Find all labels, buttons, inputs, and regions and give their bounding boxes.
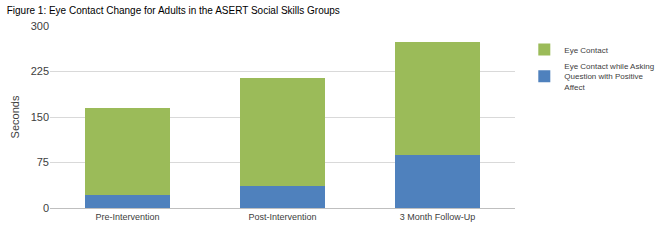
svg-text:225: 225 xyxy=(31,65,49,77)
svg-text:Pre-Intervention: Pre-Intervention xyxy=(95,212,159,222)
svg-text:75: 75 xyxy=(37,156,49,168)
svg-text:0: 0 xyxy=(43,202,49,214)
svg-text:Eye Contact while AskingQuesti: Eye Contact while AskingQuestion with Po… xyxy=(564,62,654,92)
svg-text:Post-Intervention: Post-Intervention xyxy=(248,212,316,222)
svg-text:3 Month Follow-Up: 3 Month Follow-Up xyxy=(400,212,476,222)
svg-text:Figure 1: Eye Contact Change f: Figure 1: Eye Contact Change for Adults … xyxy=(7,5,340,16)
svg-text:Eye Contact: Eye Contact xyxy=(564,46,608,55)
svg-text:300: 300 xyxy=(31,20,49,32)
svg-text:Seconds: Seconds xyxy=(9,95,21,138)
svg-text:150: 150 xyxy=(31,111,49,123)
